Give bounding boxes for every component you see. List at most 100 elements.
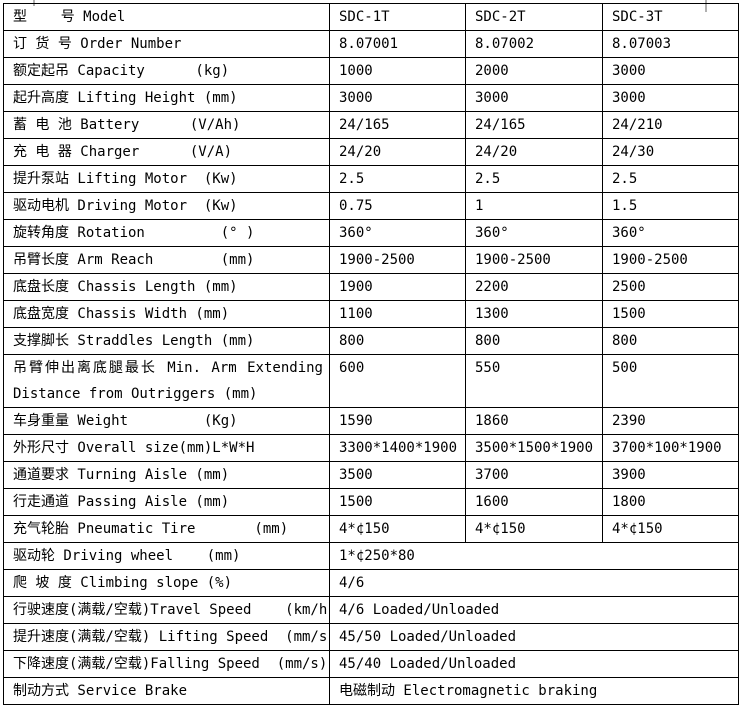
table-row: 底盘长度 Chassis Length (mm) 1900 2200 2500 [3,273,739,301]
spec-label: 外形尺寸 Overall size(mm)L*W*H [3,434,330,462]
spec-label: 起升高度 Lifting Height (mm) [3,84,330,112]
spec-label: 额定起吊 Capacity (kg) [3,57,330,85]
spec-value: 1860 [465,407,603,435]
table-row: 制动方式 Service Brake 电磁制动 Electromagnetic b… [3,677,739,705]
spec-label: 底盘长度 Chassis Length (mm) [3,273,330,301]
spec-value: 800 [602,327,739,355]
table-row: 驱动轮 Driving wheel (mm) 1*¢250*80 [3,542,739,570]
spec-value: 2.5 [602,165,739,193]
table-row: 蓄 电 池 Battery (V/Ah) 24/165 24/165 24/210 [3,111,739,139]
spec-table-body: 型 号 Model SDC-1T SDC-2T SDC-3T 订 货 号 Order N… [3,3,739,705]
spec-value: 800 [329,327,466,355]
spec-label: 提升速度(满载/空载) Lifting Speed (mm/s) [3,623,330,651]
spec-label: 吊臂伸出离底腿最长 Min. Arm Extending Distance fro… [3,354,330,408]
spec-value: 4*¢150 [465,515,603,543]
spec-value: 2200 [465,273,603,301]
spec-value: 24/20 [329,138,466,166]
spec-value: 24/20 [465,138,603,166]
table-row: 行驶速度(满载/空载)Travel Speed (km/h) 4/6 Loaded… [3,596,739,624]
spec-value: SDC-3T [602,3,739,31]
table-row: 充气轮胎 Pneumatic Tire (mm) 4*¢150 4*¢150 4*¢1… [3,515,739,543]
spec-label: 充 电 器 Charger (V/A) [3,138,330,166]
spec-label: 订 货 号 Order Number [3,30,330,58]
table-row: 旋转角度 Rotation (° ) 360° 360° 360° [3,219,739,247]
spec-value: 2390 [602,407,739,435]
spec-label: 型 号 Model [3,3,330,31]
spec-value: 3700*100*1900 [602,434,739,462]
spec-value: 3000 [465,84,603,112]
spec-value: SDC-1T [329,3,466,31]
spec-value: 1100 [329,300,466,328]
spec-value: 600 [329,354,466,408]
table-row: 额定起吊 Capacity (kg) 1000 2000 3000 [3,57,739,85]
spec-value-span: 1*¢250*80 [329,542,739,570]
spec-value-span: 4/6 [329,569,739,597]
table-row: 行走通道 Passing Aisle (mm) 1500 1600 1800 [3,488,739,516]
spec-label: 蓄 电 池 Battery (V/Ah) [3,111,330,139]
spec-label: 爬 坡 度 Climbing slope (%) [3,569,330,597]
spec-value: 3300*1400*1900 [329,434,466,462]
spec-value: 2.5 [329,165,466,193]
spec-value: 2000 [465,57,603,85]
spec-value: 1500 [329,488,466,516]
spec-value: 1900-2500 [602,246,739,274]
spec-value: 24/165 [329,111,466,139]
spec-value: 8.07001 [329,30,466,58]
table-row: 型 号 Model SDC-1T SDC-2T SDC-3T [3,3,739,31]
spec-value-span: 4/6 Loaded/Unloaded [329,596,739,624]
spec-label: 支撑脚长 Straddles Length (mm) [3,327,330,355]
spec-label: 下降速度(满载/空载)Falling Speed (mm/s) [3,650,330,678]
spec-value: 24/210 [602,111,739,139]
spec-value: 3000 [602,84,739,112]
spec-value-span: 电磁制动 Electromagnetic braking [329,677,739,705]
table-row: 车身重量 Weight (Kg) 1590 1860 2390 [3,407,739,435]
spec-value: 1500 [602,300,739,328]
spec-value: 1000 [329,57,466,85]
spec-value: 3500 [329,461,466,489]
table-row: 提升泵站 Lifting Motor (Kw) 2.5 2.5 2.5 [3,165,739,193]
table-row: 吊臂伸出离底腿最长 Min. Arm Extending Distance fro… [3,354,739,408]
spec-value: 2500 [602,273,739,301]
spec-value: 3000 [329,84,466,112]
spec-value: 2.5 [465,165,603,193]
spec-label: 驱动轮 Driving wheel (mm) [3,542,330,570]
spec-value: 24/165 [465,111,603,139]
spec-value: 24/30 [602,138,739,166]
spec-label: 底盘宽度 Chassis Width (mm) [3,300,330,328]
table-row: 通道要求 Turning Aisle (mm) 3500 3700 3900 [3,461,739,489]
spec-value: 1600 [465,488,603,516]
spec-value: 550 [465,354,603,408]
spec-label-line1: 吊臂伸出离底腿最长 Min. Arm Extending [13,360,323,376]
spec-value: 8.07002 [465,30,603,58]
spec-value: 1590 [329,407,466,435]
spec-value-span: 45/50 Loaded/Unloaded [329,623,739,651]
spec-value: 3900 [602,461,739,489]
table-row: 外形尺寸 Overall size(mm)L*W*H 3300*1400*1900… [3,434,739,462]
table-row: 订 货 号 Order Number 8.07001 8.07002 8.07003 [3,30,739,58]
table-row: 爬 坡 度 Climbing slope (%) 4/6 [3,569,739,597]
spec-value: 3500*1500*1900 [465,434,603,462]
spec-label: 充气轮胎 Pneumatic Tire (mm) [3,515,330,543]
spec-value: 1900-2500 [465,246,603,274]
spec-value: 360° [602,219,739,247]
spec-label-line2: Distance from Outriggers (mm) [13,386,258,402]
spec-label: 制动方式 Service Brake [3,677,330,705]
table-row: 驱动电机 Driving Motor (Kw) 0.75 1 1.5 [3,192,739,220]
spec-value-span: 45/40 Loaded/Unloaded [329,650,739,678]
spec-label: 行驶速度(满载/空载)Travel Speed (km/h) [3,596,330,624]
spec-value: 360° [465,219,603,247]
spec-value: 3000 [602,57,739,85]
spec-value: 1800 [602,488,739,516]
spec-label: 提升泵站 Lifting Motor (Kw) [3,165,330,193]
spec-label: 行走通道 Passing Aisle (mm) [3,488,330,516]
spec-label: 通道要求 Turning Aisle (mm) [3,461,330,489]
spec-value: 1 [465,192,603,220]
table-row: 支撑脚长 Straddles Length (mm) 800 800 800 [3,327,739,355]
spec-value: 0.75 [329,192,466,220]
spec-label: 吊臂长度 Arm Reach (mm) [3,246,330,274]
table-row: 底盘宽度 Chassis Width (mm) 1100 1300 1500 [3,300,739,328]
spec-label: 旋转角度 Rotation (° ) [3,219,330,247]
spec-value: 1900 [329,273,466,301]
spec-value: 1300 [465,300,603,328]
spec-label: 车身重量 Weight (Kg) [3,407,330,435]
